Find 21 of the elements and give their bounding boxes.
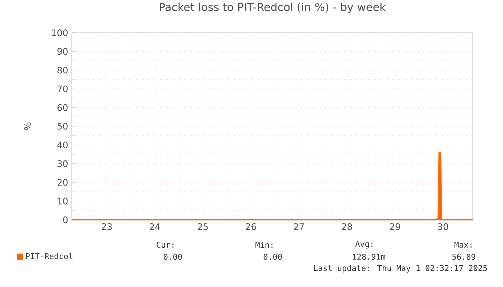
- x-tick-label: 29: [390, 224, 400, 230]
- y-tick-label: 80: [58, 67, 68, 74]
- x-tick-label: 30: [438, 224, 448, 230]
- x-tick-label: 25: [198, 224, 208, 230]
- y-tick-label: 30: [58, 160, 68, 168]
- x-tick-label: 27: [294, 224, 304, 230]
- y-tick-label: 60: [58, 104, 68, 112]
- x-tick-label: 28: [342, 224, 352, 230]
- x-tick-label: 23: [102, 224, 112, 230]
- y-tick-label: 20: [58, 179, 68, 186]
- y-tick-label: 10: [58, 198, 68, 205]
- y-axis-title: %: [24, 122, 32, 130]
- y-tick-label: 90: [58, 48, 68, 56]
- chart-title: Packet loss to PIT-Redcol (in %) - by week: [160, 2, 386, 14]
- x-tick-label: 24: [150, 224, 160, 230]
- y-tick-label: 50: [58, 123, 68, 130]
- y-tick-label: 0: [63, 216, 68, 224]
- y-tick-label: 100: [52, 30, 68, 36]
- y-tick-label: 40: [58, 142, 68, 149]
- x-tick-label: 26: [246, 224, 256, 230]
- y-tick-label: 70: [58, 86, 68, 92]
